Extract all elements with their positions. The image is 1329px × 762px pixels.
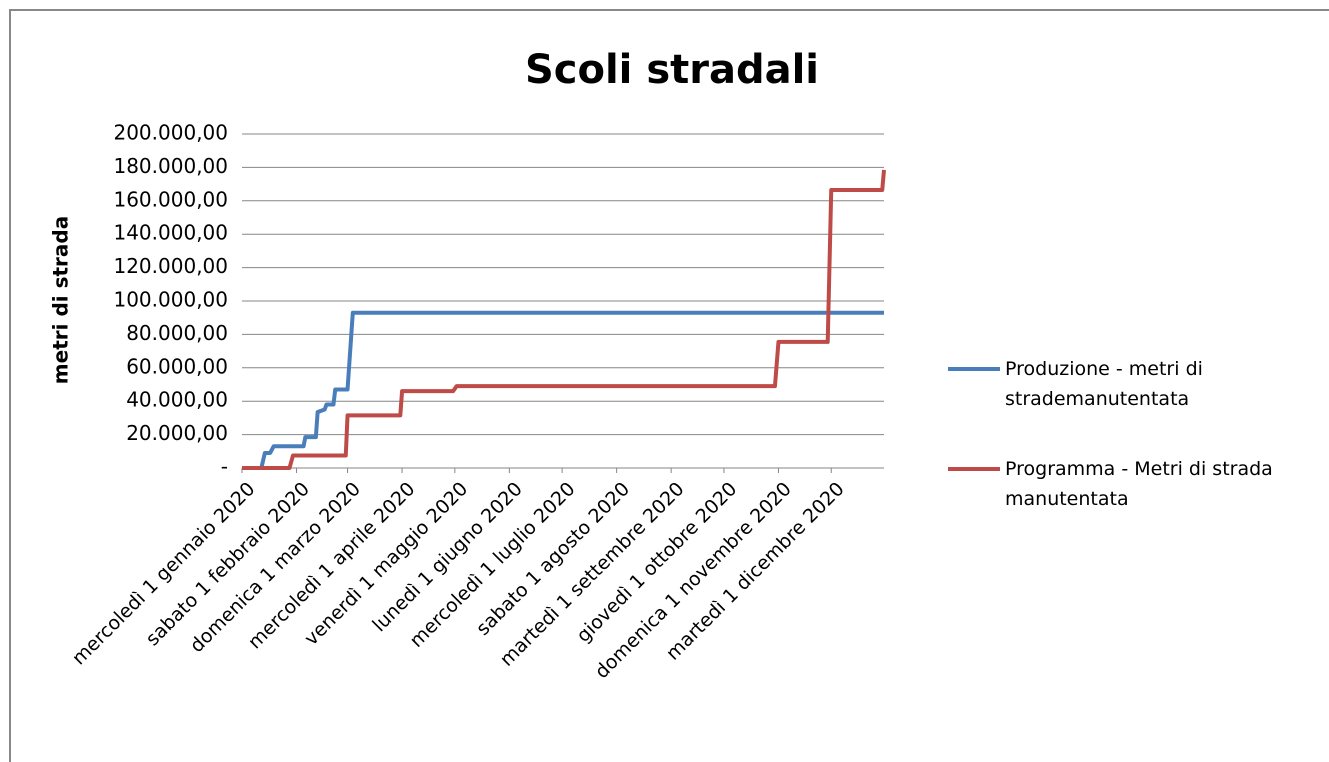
y-tick-label: 200.000,00 (113, 121, 228, 145)
y-tick-label: 60.000,00 (126, 354, 228, 378)
y-tick-label: 160.000,00 (113, 187, 228, 211)
y-tick-label: 180.000,00 (113, 154, 228, 178)
chart-title: Scoli stradali (525, 47, 819, 93)
legend-label: Programma - Metri di strada manutentata (1005, 458, 1273, 510)
series-line (242, 169, 886, 470)
y-tick-label: 120.000,00 (113, 254, 228, 278)
series-line (242, 310, 884, 470)
legend-label: Produzione - metri di strademanutentata (1005, 358, 1203, 410)
y-tick-label: 140.000,00 (113, 221, 228, 245)
y-tick-label: 80.000,00 (126, 321, 228, 345)
y-axis-label: metri di strada (49, 216, 73, 384)
y-tick-label: 100.000,00 (113, 288, 228, 312)
y-tick-label: 40.000,00 (126, 388, 228, 412)
y-tick-label: 20.000,00 (126, 421, 228, 445)
y-tick-label: - (221, 455, 228, 479)
